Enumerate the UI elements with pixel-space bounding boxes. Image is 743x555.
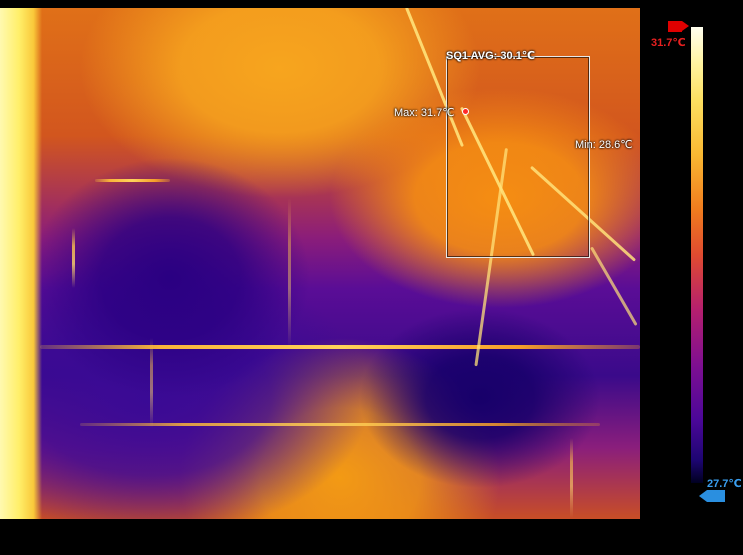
max-temperature-label: Max: 31.7℃ <box>394 107 455 119</box>
thermal-image <box>0 8 640 519</box>
measurement-box-sq1[interactable] <box>446 56 590 258</box>
color-scale-bar <box>691 27 703 483</box>
hot-seam <box>80 423 600 426</box>
min-temperature-label: Min: 28.6℃ <box>575 139 633 151</box>
roi-average-label: SQ1 AVG: 30.1℃ <box>446 50 536 62</box>
scale-max-value: 31.7℃ <box>651 37 686 49</box>
hot-edge-region <box>0 8 42 519</box>
scale-max-marker-icon <box>668 21 689 32</box>
warm-streak <box>570 438 573 518</box>
warm-streak <box>150 338 153 428</box>
hot-seam <box>95 179 170 182</box>
hot-seam <box>40 345 640 349</box>
warm-streak <box>288 198 291 348</box>
scale-min-value: 27.7℃ <box>707 478 742 490</box>
scale-min-marker-icon <box>699 490 725 502</box>
max-point-marker <box>463 109 468 114</box>
warm-streak <box>72 228 75 288</box>
